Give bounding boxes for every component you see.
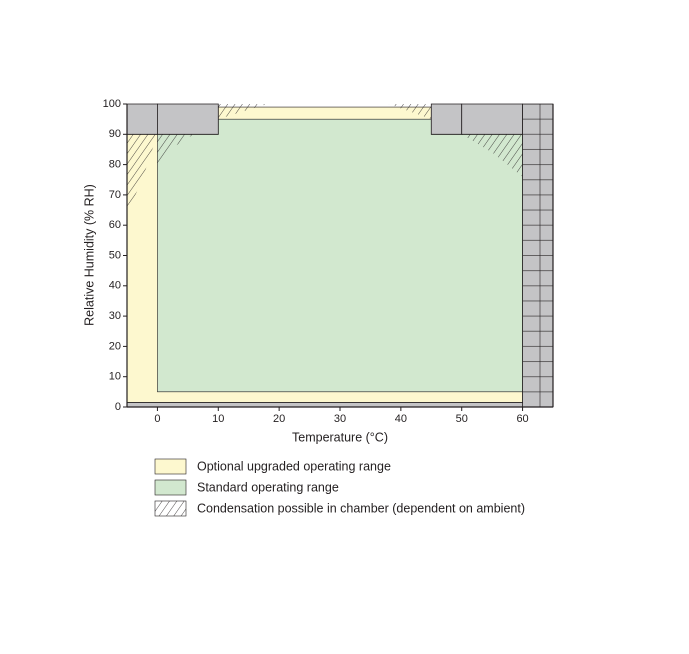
x-tick-label: 20 <box>273 413 285 425</box>
legend-swatch <box>154 500 187 517</box>
y-tick-label: 50 <box>109 249 121 261</box>
x-tick-label: 50 <box>456 413 468 425</box>
legend-label: Standard operating range <box>197 480 339 494</box>
y-tick-label: 40 <box>109 280 121 292</box>
condensation-region <box>388 104 432 120</box>
y-tick-label: 70 <box>109 189 121 201</box>
x-tick-label: 0 <box>154 413 160 425</box>
x-tick-label: 40 <box>395 413 407 425</box>
condensation-region <box>461 134 523 177</box>
x-tick-label: 60 <box>516 413 528 425</box>
tile-lines <box>522 104 553 407</box>
legend-label: Optional upgraded operating range <box>197 459 391 473</box>
y-tick-label: 100 <box>103 98 121 110</box>
unavailable-region <box>126 103 158 135</box>
y-tick-label: 30 <box>109 310 121 322</box>
y-tick-label: 60 <box>109 219 121 231</box>
condensation-region <box>218 104 267 120</box>
legend-swatch <box>154 458 187 475</box>
condensation-region <box>127 134 158 217</box>
y-axis-label: Relative Humidity (% RH) <box>82 184 96 326</box>
y-tick-label: 20 <box>109 340 121 352</box>
x-axis-label: Temperature (°C) <box>292 430 388 444</box>
x-tick-label: 30 <box>334 413 346 425</box>
range-region <box>157 118 523 393</box>
unavailable-region <box>126 402 523 408</box>
unavailable-region <box>157 103 219 135</box>
legend-swatch <box>154 479 187 496</box>
condensation-region <box>157 134 194 168</box>
legend-label: Condensation possible in chamber (depend… <box>197 501 525 515</box>
unavailable-region <box>461 103 523 135</box>
x-tick-label: 10 <box>212 413 224 425</box>
y-tick-label: 10 <box>109 371 121 383</box>
y-tick-label: 80 <box>109 159 121 171</box>
y-tick-label: 90 <box>109 128 121 140</box>
unavailable-region <box>430 103 463 135</box>
y-tick-label: 0 <box>115 401 121 413</box>
